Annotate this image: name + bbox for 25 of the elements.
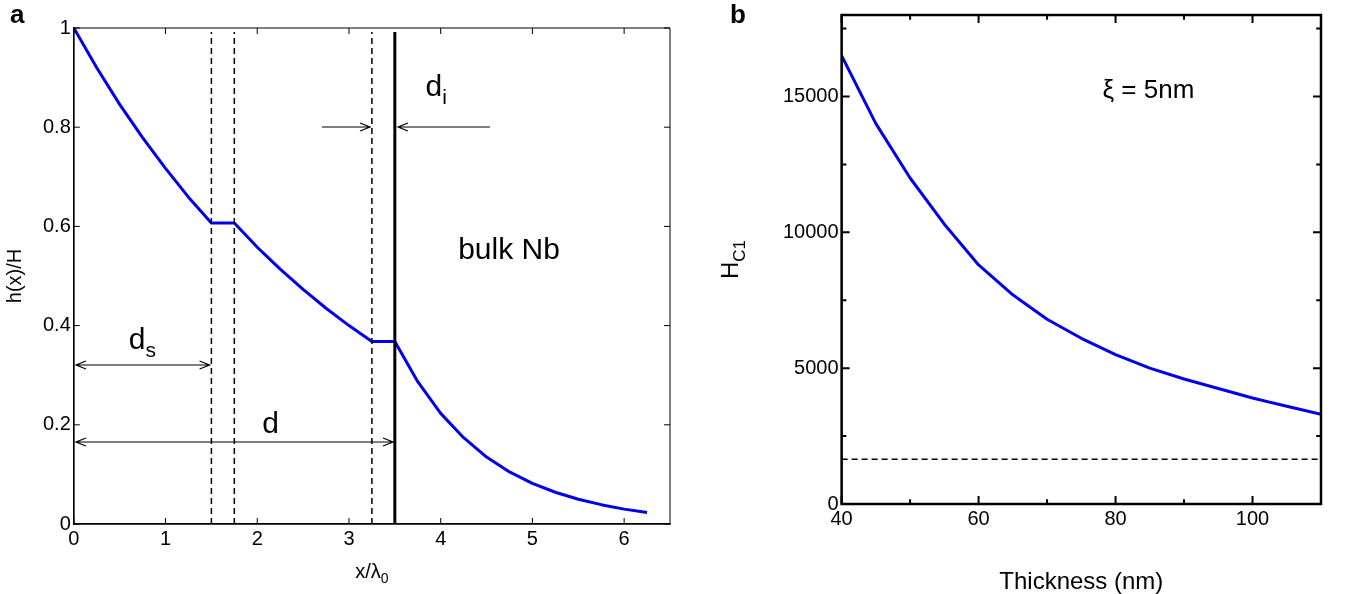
x-tick-label: 100	[1235, 506, 1270, 529]
x-tick-label: 6	[618, 526, 630, 549]
chart-title: b	[730, 0, 746, 30]
x-tick-label: 2	[251, 526, 263, 549]
annotation: bulk Nb	[458, 232, 560, 266]
y-tick-label: 10000	[782, 219, 839, 242]
y-tick-label: 0.4	[42, 313, 71, 336]
y-tick-label: 1	[59, 15, 71, 38]
x-tick-label: 4	[435, 526, 447, 549]
y-tick-label: 0.2	[42, 412, 71, 435]
x-tick-label: 80	[1104, 506, 1127, 529]
y-tick-label: 0.6	[42, 213, 71, 236]
annotation: d	[262, 406, 279, 440]
y-axis-title: HC1	[716, 239, 749, 280]
y-tick-label: 15000	[782, 84, 839, 107]
x-tick-label: 60	[967, 506, 990, 529]
annotation: ξ = 5nm	[1102, 73, 1195, 104]
x-tick-label: 5	[526, 526, 538, 549]
chart-title: a	[10, 0, 25, 30]
x-tick-label: 3	[343, 526, 355, 549]
x-axis-title: Thickness (nm)	[999, 566, 1164, 594]
x-tick-label: 1	[159, 526, 172, 549]
y-axis-title: h(x)/H	[3, 248, 26, 304]
y-tick-label: 0.8	[42, 114, 71, 137]
y-tick-label: 5000	[794, 355, 839, 378]
